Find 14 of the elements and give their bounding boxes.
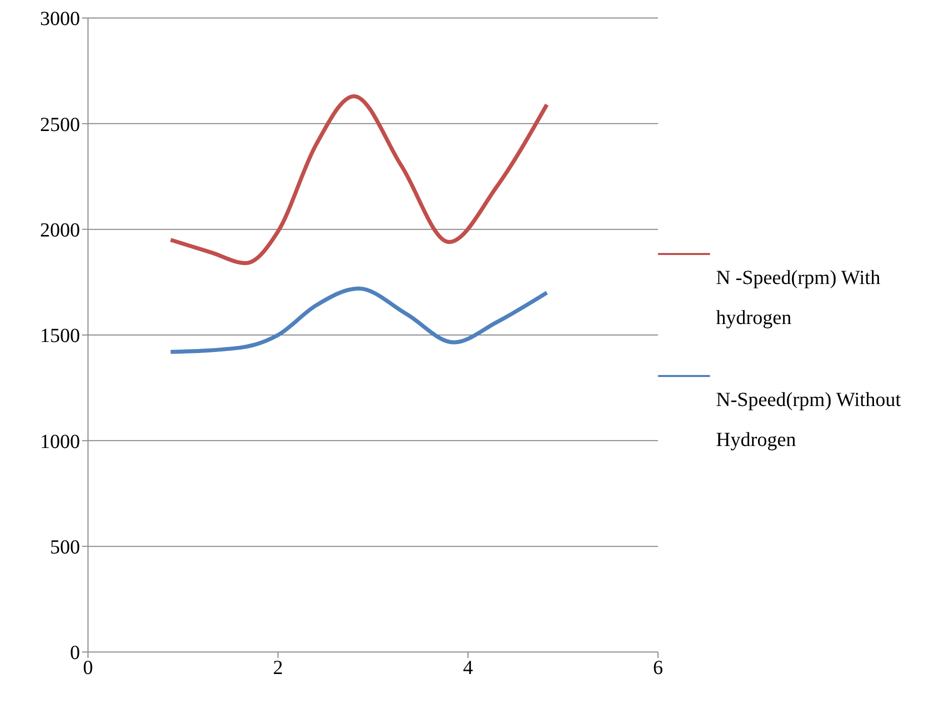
- y-tick-label: 0: [70, 642, 80, 664]
- x-tick-label: 6: [653, 657, 663, 680]
- y-tick-label: 1500: [40, 325, 80, 348]
- text: N -Speed(rpm) With hydrogen: [716, 266, 882, 331]
- line-series: [168, 286, 549, 354]
- x-tick-label: 2: [273, 657, 283, 680]
- y-tick-label: 2000: [40, 219, 80, 242]
- line-series: [168, 94, 549, 266]
- text: N-Speed(rpm) Without Hydrogen: [716, 388, 902, 453]
- y-tick-label: 3000: [40, 8, 80, 30]
- y-tick-label: 2500: [40, 114, 80, 136]
- y-tick-label: 500: [50, 536, 80, 558]
- y-tick-label: 1000: [40, 430, 80, 453]
- x-tick-label: 4: [463, 657, 473, 680]
